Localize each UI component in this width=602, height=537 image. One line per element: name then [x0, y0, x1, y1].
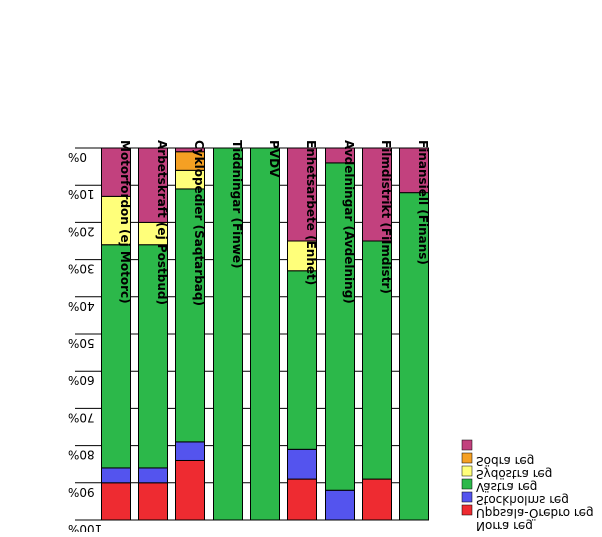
bar-segment — [325, 489, 355, 521]
y-tick-label: 10% — [68, 187, 95, 201]
bar-segment — [138, 467, 168, 484]
bar-segment — [101, 482, 131, 521]
category-label: Enhetsarbete (Enhet) — [304, 140, 318, 285]
bar-segment — [399, 192, 429, 521]
category-label: Motorfordon (ej Motorc) — [118, 140, 132, 304]
bar-segment — [362, 240, 392, 480]
bar-segment — [362, 147, 392, 242]
bar-segment — [175, 147, 205, 153]
bar-segment — [250, 147, 280, 521]
category-label: Avdelningar (Avdelning) — [342, 140, 356, 304]
y-tick-label: 30% — [68, 262, 95, 276]
legend-label: Uppsala-Örebro reg — [476, 506, 594, 522]
legend-label: Stockholms reg — [476, 493, 569, 507]
bar-segment — [175, 441, 205, 461]
bar-segment — [138, 244, 168, 469]
legend-swatch — [461, 439, 473, 451]
y-tick-label: 100% — [68, 522, 102, 532]
bar-segment — [213, 147, 243, 521]
y-tick-label: 70% — [68, 410, 95, 424]
bar-segment — [138, 482, 168, 521]
legend-swatch — [461, 465, 473, 477]
bar-segment — [362, 478, 392, 521]
legend-swatch — [461, 478, 473, 490]
legend-swatch — [461, 452, 473, 464]
y-tick-label: 0% — [68, 150, 87, 164]
category-label: Cyklopedier (Saqtarbaq) — [192, 140, 206, 306]
category-label: PVDV — [267, 140, 281, 178]
bar-segment — [101, 147, 131, 197]
bar-segment — [101, 467, 131, 484]
legend-swatch — [461, 491, 473, 503]
y-tick-label: 20% — [68, 224, 95, 238]
bar-segment — [175, 188, 205, 443]
y-tick-label: 90% — [68, 485, 95, 499]
bar-segment — [399, 147, 429, 194]
category-label: Finansiell (Finans) — [416, 140, 430, 265]
bar-segment — [325, 147, 355, 164]
bar-segment — [325, 162, 355, 491]
bar-segment — [175, 459, 205, 521]
legend-label: Västra reg — [476, 480, 537, 494]
category-label: Filmdistrikt (Filmdistr) — [379, 140, 393, 294]
bar-segment — [287, 270, 317, 450]
y-tick-label: 40% — [68, 299, 95, 313]
legend-label: Sydöstra reg — [476, 467, 552, 481]
category-label: Tiddningar (Finwe) — [230, 140, 244, 269]
legend-label: Södra reg — [476, 454, 534, 468]
legend-label: Norra reg — [476, 519, 533, 532]
bar-segment — [287, 240, 317, 272]
y-tick-label: 80% — [68, 448, 95, 462]
y-tick-label: 50% — [68, 336, 95, 350]
legend-swatch — [461, 504, 473, 516]
bar-segment — [287, 448, 317, 480]
bar-segment — [287, 147, 317, 242]
bar-segment — [138, 147, 168, 223]
category-label: Arbetskraft (ej Postbud) — [155, 140, 169, 305]
bar-segment — [101, 195, 131, 246]
bar-segment — [287, 478, 317, 521]
y-tick-label: 60% — [68, 373, 95, 387]
bar-segment — [101, 244, 131, 469]
